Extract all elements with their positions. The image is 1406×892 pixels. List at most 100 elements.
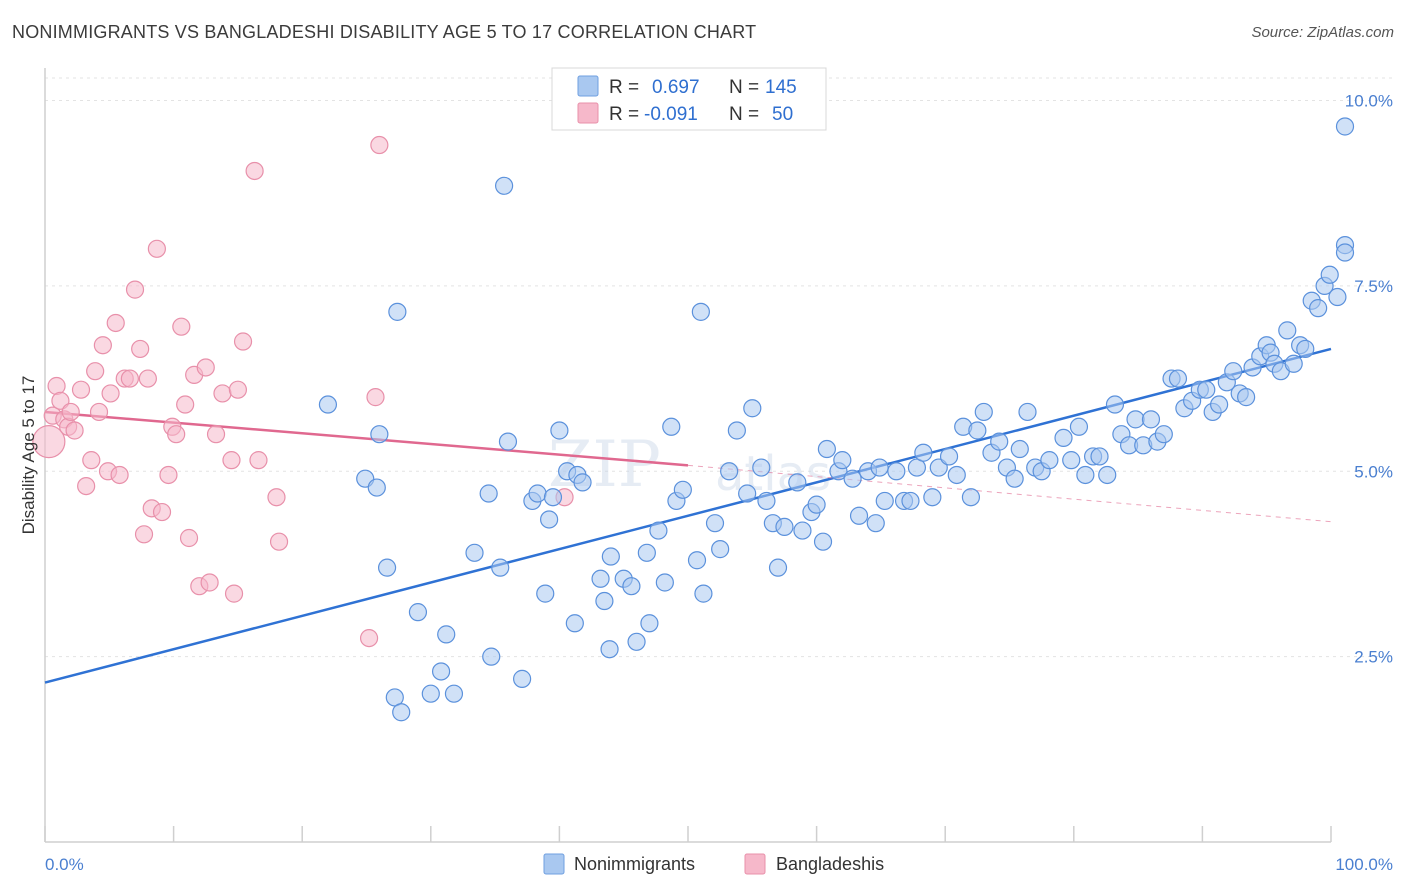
- nonimmigrants-point: [711, 540, 730, 559]
- nonimmigrants-point: [727, 421, 746, 440]
- correlation-legend: R = 0.697 N = 145 R = -0.091 N = 50: [551, 67, 827, 131]
- bangladeshis-point: [179, 528, 199, 548]
- bangladeshis-point: [120, 369, 139, 388]
- x-tick-label: 100.0%: [1335, 855, 1393, 874]
- nonimmigrants-point: [1126, 410, 1145, 429]
- nonimmigrants-point: [752, 458, 771, 477]
- bangladeshis-points: [32, 135, 574, 648]
- nonimmigrants-point: [655, 573, 674, 592]
- nonimmigrants-point: [793, 521, 812, 540]
- bangladeshis-point: [134, 525, 154, 544]
- nonimmigrants-point: [1062, 451, 1081, 470]
- nonimmigrants-point: [367, 478, 386, 497]
- bangladeshis-point: [32, 425, 66, 459]
- nonimmigrants-point: [465, 543, 484, 562]
- nonimmigrants-point: [705, 514, 725, 533]
- bangladeshis-point: [125, 280, 145, 299]
- bangladeshis-point: [152, 502, 172, 522]
- nonimmigrants-point: [622, 577, 641, 596]
- y-tick-label: 5.0%: [1354, 462, 1393, 481]
- nonimmigrants-point: [495, 176, 514, 195]
- nonimmigrants-point: [1168, 369, 1188, 388]
- bangladeshis-point: [267, 488, 286, 507]
- nonimmigrants-point: [939, 447, 959, 466]
- nonimmigrants-point: [600, 640, 619, 659]
- nonimmigrants-point: [720, 462, 739, 481]
- bangladeshis-point: [196, 358, 215, 377]
- nonimmigrants-point: [1105, 395, 1125, 414]
- x-tick-labels: 0.0% 100.0%: [45, 855, 1393, 874]
- nonimmigrants-point: [543, 488, 563, 507]
- nonimmigrants-point: [687, 551, 707, 570]
- bangladeshis-point: [77, 476, 96, 496]
- nonimmigrants-point: [479, 484, 498, 503]
- legend-n-label-blue: N =: [729, 77, 759, 98]
- bangladeshis-point: [206, 425, 226, 444]
- bangladeshis-point: [370, 135, 389, 155]
- nonimmigrants-point: [968, 421, 987, 440]
- nonimmigrants-point: [1010, 439, 1029, 459]
- bangladeshis-point: [51, 391, 70, 410]
- bangladeshis-point: [233, 332, 253, 351]
- nonimmigrants-point: [595, 591, 614, 611]
- nonimmigrants-point: [513, 669, 532, 688]
- legend-r-label-pink: R =: [609, 104, 639, 125]
- nonimmigrants-point: [1054, 428, 1073, 448]
- nonimmigrants-point: [1284, 354, 1303, 373]
- nonimmigrants-point: [1090, 447, 1109, 466]
- legend-swatch-bangladeshis: [744, 853, 766, 875]
- nonimmigrants-point: [1320, 265, 1339, 284]
- trend-line-bangladeshis: [44, 410, 689, 467]
- legend-r-label-blue: R =: [609, 77, 639, 98]
- nonimmigrants-point: [388, 302, 407, 321]
- nonimmigrants-point: [1335, 243, 1355, 262]
- nonimmigrants-point: [807, 495, 826, 514]
- nonimmigrants-point: [1335, 117, 1355, 136]
- nonimmigrants-point: [694, 584, 713, 603]
- nonimmigrants-point: [1154, 425, 1173, 444]
- bangladeshis-point: [61, 402, 80, 422]
- bangladeshis-point: [224, 584, 244, 603]
- chart-title: NONIMMIGRANTS VS BANGLADESHI DISABILITY …: [12, 22, 757, 42]
- bangladeshis-point: [110, 465, 129, 485]
- nonimmigrants-point: [961, 488, 981, 507]
- nonimmigrants-point: [990, 432, 1009, 451]
- bangladeshis-point: [159, 465, 178, 485]
- nonimmigrants-point: [866, 514, 885, 533]
- nonimmigrants-point: [640, 614, 659, 633]
- bangladeshis-point: [176, 395, 195, 414]
- bangladeshis-point: [47, 376, 66, 396]
- legend-r-value-pink: -0.091: [644, 104, 698, 125]
- nonimmigrants-point: [318, 395, 338, 414]
- nonimmigrants-point: [923, 488, 942, 507]
- bangladeshis-point: [200, 573, 219, 592]
- bangladeshis-point: [138, 369, 157, 388]
- nonimmigrants-point: [377, 558, 397, 577]
- nonimmigrants-point: [408, 603, 428, 622]
- nonimmigrants-point: [887, 462, 906, 481]
- nonimmigrants-point: [498, 432, 518, 451]
- nonimmigrants-point: [491, 558, 510, 577]
- trend-line-bangladeshis-extension: [687, 464, 1332, 523]
- nonimmigrants-point: [482, 647, 501, 666]
- legend-r-value-blue: 0.697: [652, 77, 700, 98]
- nonimmigrants-point: [637, 543, 656, 562]
- nonimmigrants-point: [843, 469, 862, 488]
- legend-swatch-blue: [577, 75, 599, 97]
- nonimmigrants-point: [444, 684, 464, 703]
- bangladeshis-point: [269, 532, 289, 551]
- nonimmigrants-point: [421, 684, 440, 703]
- bangladeshis-point: [86, 362, 105, 381]
- nonimmigrants-point: [1069, 417, 1089, 436]
- trend-lines: [44, 347, 1332, 684]
- y-axis-label: Disability Age 5 to 17: [19, 376, 38, 535]
- bangladeshis-point: [65, 421, 84, 440]
- nonimmigrants-point: [974, 402, 993, 422]
- y-tick-labels: 2.5% 5.0% 7.5% 10.0%: [1345, 92, 1393, 667]
- nonimmigrants-point: [1005, 469, 1024, 488]
- bangladeshis-point: [167, 425, 186, 444]
- bangladeshis-point: [71, 380, 91, 399]
- source-label: Source: ZipAtlas.com: [1251, 24, 1394, 41]
- bangladeshis-point: [222, 451, 241, 470]
- nonimmigrants-point: [743, 399, 762, 418]
